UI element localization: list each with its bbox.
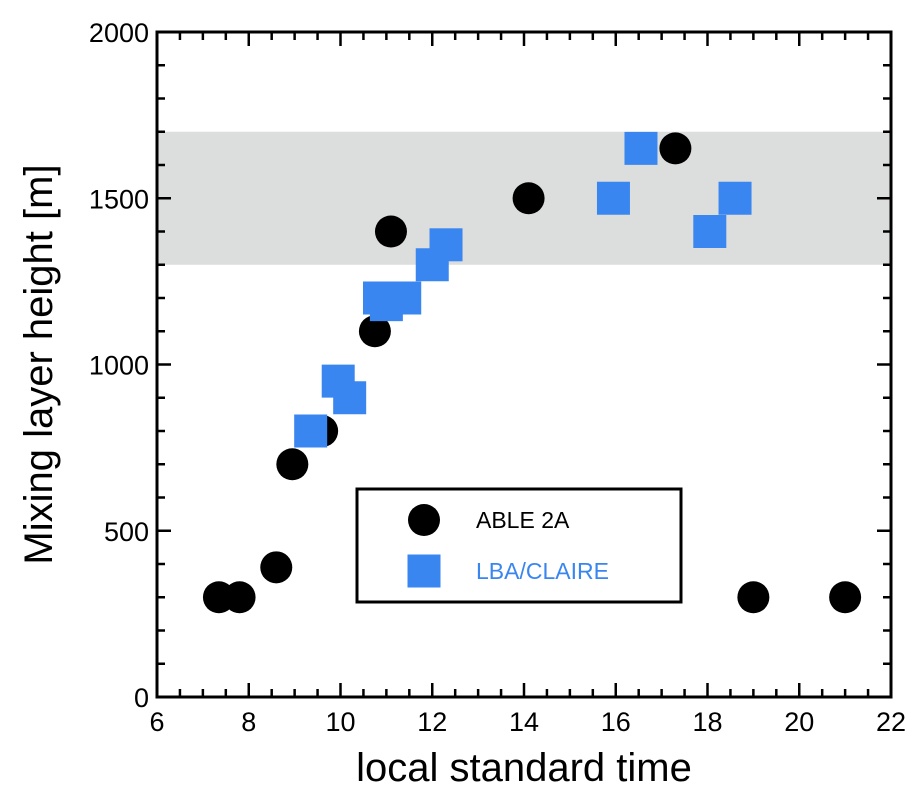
data-point-circle	[374, 215, 407, 248]
x-tick-label: 8	[241, 707, 256, 737]
x-axis-label: local standard time	[356, 746, 692, 790]
data-point-circle	[276, 448, 309, 481]
data-point-square	[596, 181, 630, 215]
y-tick-label: 1000	[89, 351, 149, 381]
tick-labels: 6 8 10 12 14 16 18 20 22 0 500 1000 1500 2000	[89, 18, 906, 737]
y-axis-label: Mixing layer height [m]	[17, 164, 61, 564]
x-tick-label: 16	[601, 707, 631, 737]
x-tick-label: 6	[149, 707, 164, 737]
data-point-circle	[829, 581, 862, 614]
legend-marker-square	[407, 554, 441, 588]
plot-frame	[155, 30, 893, 699]
x-tick-label: 22	[876, 707, 906, 737]
x-tick-label: 20	[784, 707, 814, 737]
y-tick-label: 500	[104, 517, 149, 547]
data-point-square	[693, 215, 727, 248]
legend-markers	[407, 504, 441, 588]
data-point-square	[624, 131, 658, 165]
legend: ABLE 2A LBA/CLAIRE	[355, 487, 683, 604]
y-tick-label: 2000	[89, 18, 149, 48]
y-tick-label: 0	[134, 683, 149, 713]
data-point-circle	[358, 315, 391, 348]
x-tick-label: 18	[692, 707, 722, 737]
data-point-circle	[223, 581, 256, 614]
data-point-square	[429, 228, 463, 262]
x-tick-label: 14	[509, 707, 539, 737]
legend-marker-circle	[408, 504, 440, 536]
series-lba-claire	[294, 131, 752, 448]
x-tick-label: 10	[325, 707, 355, 737]
data-point-circle	[659, 132, 692, 165]
data-point-circle	[260, 551, 293, 584]
legend-label-lba-claire: LBA/CLAIRE	[476, 558, 609, 584]
data-point-square	[333, 381, 367, 415]
y-tick-label: 1500	[89, 184, 149, 214]
data-points	[202, 131, 862, 614]
data-point-circle	[737, 581, 770, 614]
data-point-circle	[512, 182, 545, 215]
data-point-square	[388, 281, 422, 315]
legend-box	[355, 487, 683, 604]
data-point-square	[718, 181, 752, 215]
x-tick-label: 12	[417, 707, 447, 737]
legend-label-able-2a: ABLE 2A	[476, 507, 570, 533]
data-point-square	[294, 414, 328, 448]
